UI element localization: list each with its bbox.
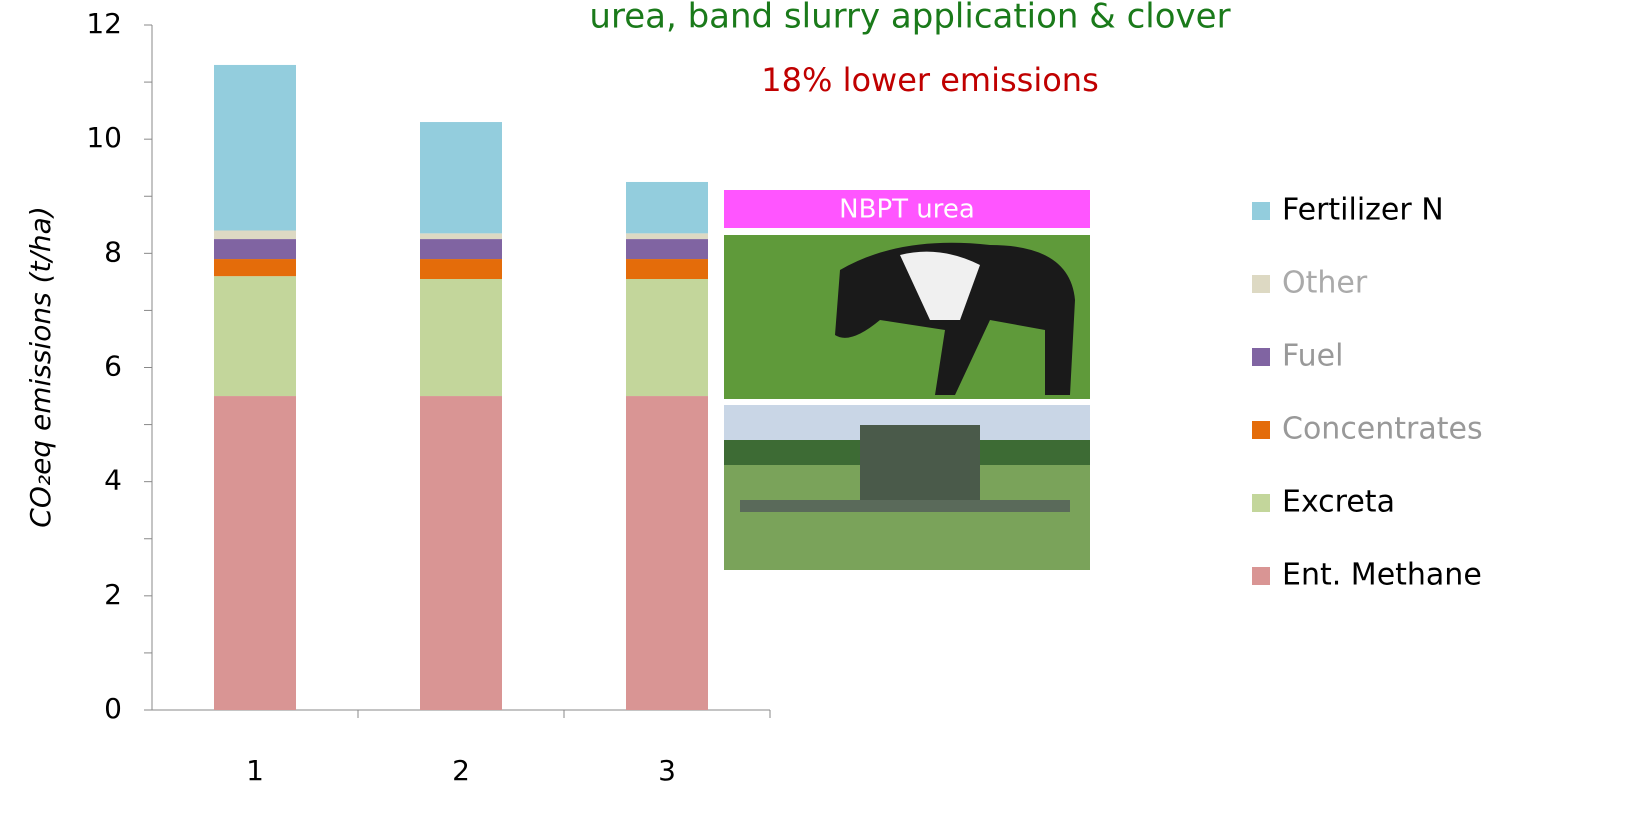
- bar-segment: [420, 239, 502, 260]
- legend-swatch: [1252, 275, 1270, 293]
- legend-label: Excreta: [1282, 485, 1395, 520]
- x-tick-label: 3: [658, 754, 676, 787]
- bar-segment: [420, 396, 502, 710]
- tractor: [860, 425, 980, 505]
- y-tick-label: 8: [104, 235, 122, 268]
- bar-segment: [214, 230, 296, 240]
- bar-segment: [626, 279, 708, 397]
- bar-segment: [420, 122, 502, 234]
- x-tick-label: 1: [246, 754, 264, 787]
- bar-segment: [214, 396, 296, 710]
- label-box: [724, 190, 1090, 228]
- legend-swatch: [1252, 421, 1270, 439]
- chart-title: urea, band slurry application & clover: [589, 0, 1230, 37]
- bar-segment: [214, 259, 296, 277]
- y-tick-label: 6: [104, 350, 122, 383]
- legend-swatch: [1252, 494, 1270, 512]
- bar-segment: [214, 239, 296, 260]
- bar-segment: [626, 239, 708, 260]
- legend-label: Concentrates: [1282, 412, 1483, 447]
- legend-label: Ent. Methane: [1282, 558, 1482, 593]
- legend-label: Fuel: [1282, 339, 1343, 374]
- y-tick-label: 0: [104, 692, 122, 725]
- legend-swatch: [1252, 567, 1270, 585]
- legend-label: Fertilizer N: [1282, 193, 1444, 228]
- y-tick-label: 2: [104, 578, 122, 611]
- legend-swatch: [1252, 202, 1270, 220]
- annotation: 18% lower emissions: [761, 61, 1098, 99]
- cow-patch: [900, 251, 980, 320]
- bar-segment: [214, 276, 296, 397]
- bar-segment: [214, 64, 296, 231]
- bar-segment: [626, 396, 708, 710]
- x-tick-label: 2: [452, 754, 470, 787]
- legend-swatch: [1252, 348, 1270, 366]
- photos: NBPT urea: [724, 190, 1090, 570]
- image-label: NBPT urea: [839, 195, 975, 225]
- y-tick-label: 12: [86, 7, 122, 40]
- y-tick-label: 10: [86, 121, 122, 154]
- legend-label: Other: [1282, 266, 1368, 301]
- bar-segment: [420, 233, 502, 240]
- y-axis-label: CO₂eq emissions (t/ha): [24, 206, 57, 527]
- bar-segment: [420, 279, 502, 397]
- boom: [740, 500, 1070, 512]
- bar-segment: [626, 233, 708, 240]
- bar-segment: [626, 259, 708, 280]
- bar-segment: [626, 181, 708, 234]
- bar-segment: [420, 259, 502, 280]
- y-tick-label: 4: [104, 464, 122, 497]
